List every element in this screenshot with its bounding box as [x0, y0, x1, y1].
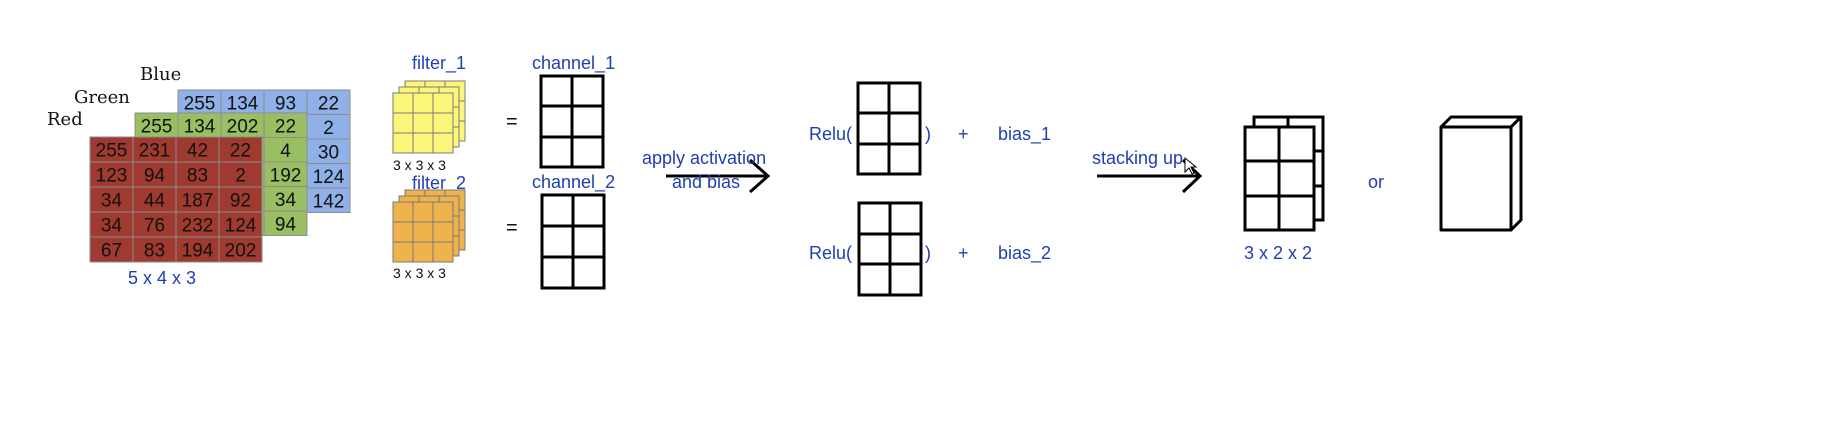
red-channel-cell: 83 [187, 166, 208, 187]
green-channel-cell: 94 [275, 214, 297, 235]
relu-1-grid [856, 81, 922, 176]
filter-2: filter_2 3 x 3 x 3 = [392, 173, 518, 281]
blue-layer-label: Blue [140, 64, 181, 85]
red-channel-cell: 94 [144, 166, 166, 187]
channel-2-grid [540, 193, 606, 290]
red-channel-cell: 231 [139, 141, 171, 162]
filter-2-layer [392, 201, 454, 263]
green-channel-cell: 134 [184, 116, 216, 137]
blue-channel-cell: 142 [313, 191, 345, 212]
filter-2-size: 3 x 3 x 3 [393, 265, 446, 281]
blue-channel-cell: 134 [227, 93, 259, 114]
input-size-caption: 5 x 4 x 3 [128, 268, 196, 288]
green-channel-cell: 34 [275, 190, 297, 211]
green-channel-cell: 192 [270, 165, 302, 186]
apply-activation-label: apply activation [642, 148, 766, 168]
red-channel-cell: 67 [101, 241, 122, 262]
filter-1-label: filter_1 [412, 53, 466, 74]
filter-1-size: 3 x 3 x 3 [393, 157, 446, 173]
channel-1-grid [539, 74, 605, 169]
relu-1-close: ) [925, 124, 931, 144]
stacking-up-label: stacking up [1092, 148, 1183, 168]
relu-1-plus: + [958, 124, 969, 144]
filter-1-cube [392, 80, 466, 154]
blue-channel-cell: 255 [184, 93, 216, 114]
relu-2-close: ) [925, 243, 931, 263]
relu-2-grid [857, 201, 923, 297]
blue-channel-cell: 93 [275, 93, 296, 114]
filter-1-layer [392, 92, 454, 154]
relu-2-open: Relu( [809, 243, 852, 263]
filter-1: filter_1 3 x 3 x 3 = [392, 53, 518, 173]
red-channel-cell: 187 [182, 191, 214, 212]
filter-1-equals: = [506, 111, 518, 133]
green-channel-cell: 202 [227, 116, 259, 137]
relu-row-1: Relu( ) + bias_1 [809, 81, 1051, 176]
blue-channel-cell: 30 [318, 142, 339, 163]
stacked-front-channel [1243, 125, 1316, 232]
stacked-result: 3 x 2 x 2 [1243, 115, 1325, 263]
or-label: or [1368, 172, 1384, 192]
green-channel-cell: 22 [275, 116, 296, 137]
relu-2-plus: + [958, 243, 969, 263]
and-bias-label: and bias [672, 172, 740, 192]
red-channel-cell: 123 [96, 166, 128, 187]
channel-1-label: channel_1 [532, 53, 615, 74]
red-channel-grid: 255 231 42 22 123 94 83 2 34 44 187 92 34 76 232 124 67 8… [89, 136, 263, 263]
result-size-caption: 3 x 2 x 2 [1244, 243, 1312, 263]
red-channel-cell: 92 [230, 191, 251, 212]
red-channel-cell: 232 [182, 216, 214, 237]
channel-2: channel_2 [532, 172, 615, 290]
filter-2-equals: = [506, 217, 518, 239]
red-channel-cell: 34 [101, 216, 123, 237]
channel-1: channel_1 [532, 53, 615, 169]
green-channel-cell: 4 [280, 141, 291, 162]
cursor-icon [1184, 156, 1198, 175]
red-channel-cell: 42 [187, 141, 208, 162]
green-layer-label: Green [74, 87, 130, 108]
red-layer-label: Red [47, 109, 83, 130]
relu-1-open: Relu( [809, 124, 852, 144]
channel-2-label: channel_2 [532, 172, 615, 193]
red-channel-cell: 202 [225, 241, 257, 262]
red-channel-cell: 124 [225, 216, 257, 237]
red-channel-cell: 44 [144, 191, 166, 212]
blue-channel-cell: 22 [318, 93, 339, 114]
filter-2-label: filter_2 [412, 173, 466, 194]
bias-2-label: bias_2 [998, 243, 1051, 264]
filter-2-cube [392, 189, 466, 263]
red-channel-cell: 22 [230, 141, 251, 162]
relu-row-2: Relu( ) + bias_2 [809, 201, 1051, 297]
red-channel-cell: 76 [144, 216, 165, 237]
apply-activation-arrow: apply activation and bias [642, 148, 771, 194]
blue-channel-cell: 124 [313, 167, 345, 188]
red-channel-cell: 83 [144, 241, 165, 262]
blue-channel-cell: 2 [323, 118, 334, 139]
red-channel-cell: 34 [101, 191, 123, 212]
stacking-arrow: stacking up [1092, 148, 1203, 194]
red-channel-cell: 2 [235, 166, 246, 187]
red-channel-cell: 194 [182, 241, 214, 262]
green-channel-cell: 255 [141, 116, 173, 137]
bias-1-label: bias_1 [998, 124, 1051, 145]
volume-box [1439, 115, 1523, 232]
red-channel-cell: 255 [96, 141, 128, 162]
